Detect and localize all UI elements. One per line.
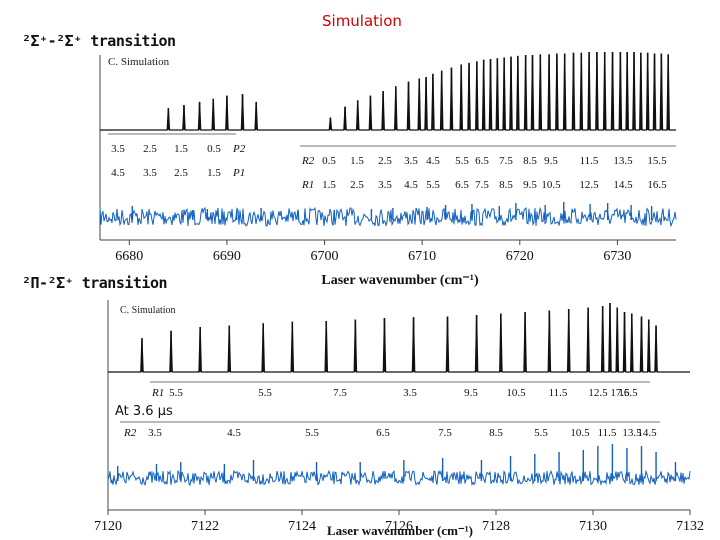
- x-tick-label: 7122: [191, 519, 219, 534]
- rotational-level-label: 5.5: [258, 387, 272, 399]
- x-tick-label: 7130: [579, 519, 607, 534]
- bottom-simulation-label: C. Simulation: [120, 305, 176, 316]
- rotational-level-label: 11.5: [549, 387, 568, 399]
- rotational-level-label: 5.5: [169, 387, 183, 399]
- rotational-level-label: 8.5: [489, 427, 503, 439]
- rotational-level-label: 9.5: [464, 387, 478, 399]
- rotational-level-label: 6.5: [376, 427, 390, 439]
- x-tick-label: 7120: [94, 519, 122, 534]
- x-tick-label: 7128: [482, 519, 510, 534]
- rotational-level-label: 4.5: [227, 427, 241, 439]
- delay-time-label: At 3.6 μs: [112, 404, 176, 419]
- branch-name: R1: [151, 387, 164, 399]
- x-tick-label: 7132: [676, 519, 704, 534]
- x-tick-label: 7126: [385, 519, 413, 534]
- branch-name: R2: [123, 427, 137, 439]
- rotational-level-label: 11.5: [598, 427, 617, 439]
- rotational-level-label: 12.5: [588, 387, 608, 399]
- rotational-level-label: 10.5: [506, 387, 526, 399]
- bottom-x-ticks: 7120 7122 7124 7126 7128 7130 7132: [94, 510, 704, 534]
- rotational-level-label: 7.5: [333, 387, 347, 399]
- experiment-series-line: [108, 471, 690, 485]
- rotational-level-label: 5.5: [534, 427, 548, 439]
- bottom-rotational-labels: R1 5.5 5.5 7.5 3.5 9.5 10.5 11.5 12.5 16.517.5R2 3…: [120, 382, 660, 439]
- x-tick-label: 7124: [288, 519, 316, 534]
- rotational-level-label: 17.5: [610, 387, 630, 399]
- rotational-level-label: 13.5: [622, 427, 642, 439]
- rotational-level-label: 10.5: [570, 427, 590, 439]
- rotational-level-label: 5.5: [305, 427, 319, 439]
- rotational-level-label: 3.5: [403, 387, 417, 399]
- rotational-level-label: 7.5: [438, 427, 452, 439]
- rotational-level-label: 3.5: [148, 427, 162, 439]
- bottom-plot-area: [108, 300, 690, 510]
